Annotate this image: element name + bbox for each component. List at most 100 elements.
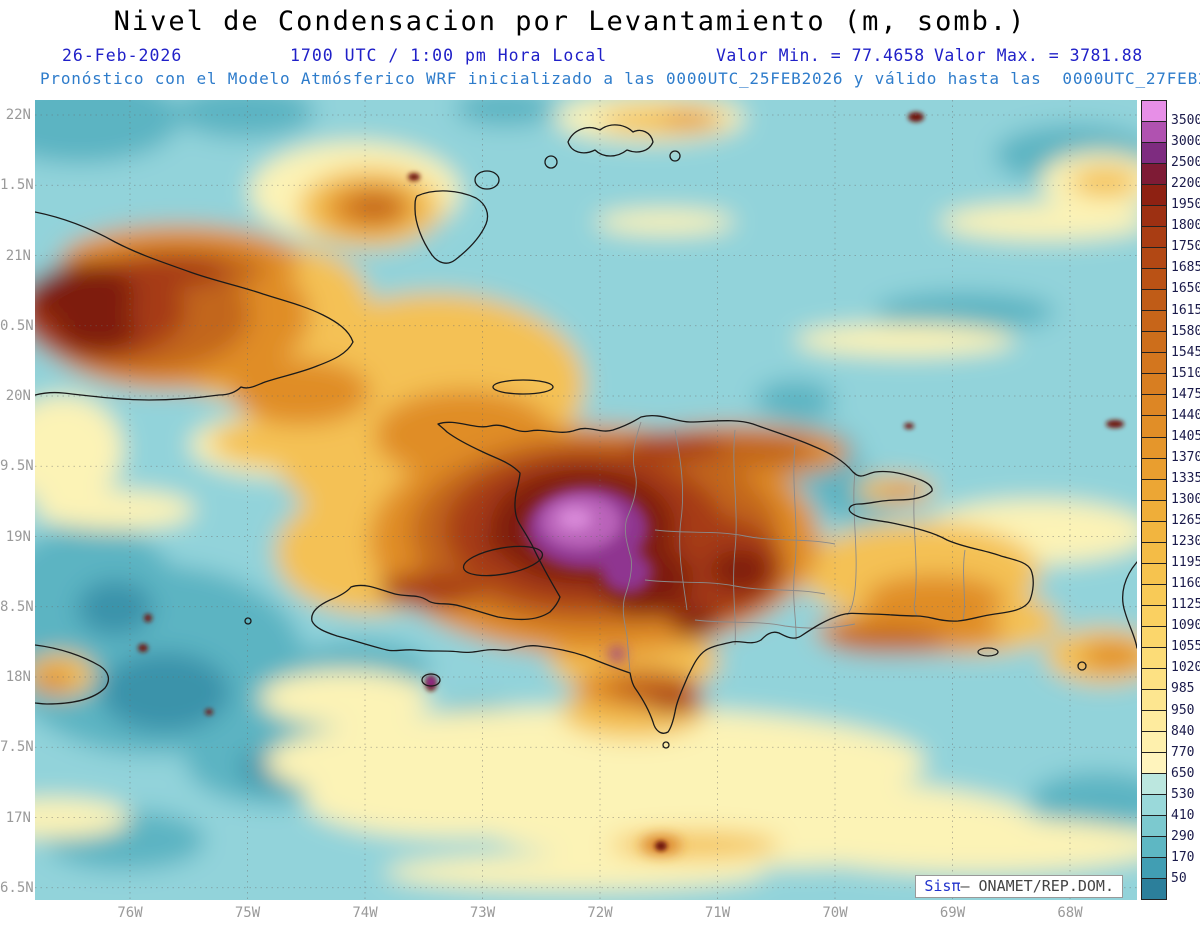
- value-min-label: Valor Min. = 77.4658: [716, 46, 925, 65]
- lat-tick-label: 22N: [5, 107, 31, 123]
- colorbar-value-label: 1230: [1171, 534, 1200, 550]
- colorbar-value-label: 1125: [1171, 597, 1200, 613]
- credit-onamet: – ONAMET/REP.DOM.: [960, 877, 1114, 895]
- credit-box: Sisπ– ONAMET/REP.DOM.: [915, 875, 1123, 898]
- colorbar-swatch: [1142, 583, 1166, 605]
- colorbar-swatch: [1142, 436, 1166, 458]
- coastline-jamaica: [35, 644, 110, 705]
- colorbar-value-label: 1950: [1171, 197, 1200, 213]
- lat-tick-label: 17N: [5, 809, 31, 826]
- lon-tick-label: 76W: [117, 905, 143, 921]
- coastline-cay: [544, 155, 558, 169]
- colorbar-value-label: 1510: [1171, 365, 1200, 381]
- colorbar-swatch: [1142, 604, 1166, 626]
- colorbar-value-label: 1475: [1171, 386, 1200, 402]
- colorbar-swatch: [1142, 836, 1166, 858]
- colorbar-value-label: 50: [1171, 870, 1187, 886]
- map-canvas: [35, 100, 1137, 900]
- colorbar-value-label: 1335: [1171, 470, 1200, 486]
- colorbar-swatch: [1142, 730, 1166, 752]
- colorbar-value-label: 1370: [1171, 449, 1200, 465]
- coastline-saona: [977, 647, 999, 657]
- coastline-little-inagua: [474, 170, 500, 190]
- colorbar-swatch: [1142, 520, 1166, 542]
- colorbar-swatch: [1142, 142, 1166, 164]
- colorbar-swatch: [1142, 625, 1166, 647]
- credit-sis: Sis: [924, 877, 952, 895]
- credit-pi-symbol: π: [951, 877, 961, 895]
- lat-tick-label: 1.5N: [0, 177, 34, 194]
- coastline-beata: [662, 741, 670, 749]
- colorbar-swatch: [1142, 247, 1166, 269]
- colorbar-swatch: [1142, 394, 1166, 416]
- colorbar-value-label: 1300: [1171, 492, 1200, 507]
- colorbar-swatch: [1142, 667, 1166, 689]
- colorbar-swatch: [1142, 121, 1166, 143]
- coastline-tortuga: [492, 379, 554, 395]
- colorbar-swatch: [1142, 205, 1166, 227]
- coastline-turks: [669, 150, 681, 162]
- colorbar-value-label: 1055: [1171, 639, 1200, 655]
- extreme-specks: [138, 112, 1124, 851]
- colorbar-value-label: 1090: [1171, 618, 1200, 634]
- colorbar-value-label: 1160: [1171, 576, 1200, 592]
- grid-layer: [35, 100, 1137, 900]
- coastline-gonave: [462, 545, 544, 577]
- coastline-mona: [1077, 661, 1087, 671]
- page-title: Nivel de Condensacion por Levantamiento …: [113, 6, 1027, 37]
- colorbar-value-label: 2500: [1171, 155, 1200, 171]
- colorbar-swatch: [1142, 268, 1166, 290]
- colorbar-value-label: 170: [1171, 849, 1195, 865]
- colorbar-value-label: 1405: [1171, 428, 1200, 444]
- colorbar-swatch: [1142, 163, 1166, 185]
- latitude-axis: 22N 1.5N 21N 0.5N 20N 9.5N 19N 8.5N 18N 7.5N 17N 6.…: [0, 0, 34, 927]
- forecast-date: 26-Feb-2026: [62, 46, 183, 65]
- lon-tick-label: 68W: [1057, 905, 1083, 921]
- colorbar-swatch: [1142, 794, 1166, 816]
- colorbar-value-label: 3000: [1171, 134, 1200, 150]
- colorbar-swatch: [1142, 688, 1166, 710]
- lat-tick-label: 18N: [5, 669, 31, 685]
- colorbar-value-label: 1265: [1171, 513, 1200, 529]
- colorbar-value-label: 985: [1171, 681, 1195, 697]
- lat-tick-label: 20N: [5, 388, 31, 404]
- coastline-puerto-rico: [1122, 561, 1137, 649]
- lat-tick-label: 8.5N: [0, 598, 34, 615]
- colorbar-value-label: 1195: [1171, 555, 1200, 571]
- colorbar-swatch: [1142, 878, 1166, 900]
- lon-tick-label: 69W: [939, 905, 966, 921]
- coastlines-layer: [35, 124, 1137, 749]
- coastline-cuba: [35, 211, 354, 401]
- colorbar-value-label: 1750: [1171, 239, 1200, 255]
- colorbar-legend: 3500 3000 2500 2200 1950 1800 1750 1685 1650 1615…: [1141, 100, 1200, 900]
- colorbar-value-label: 1650: [1171, 281, 1200, 297]
- colorbar-swatch: [1142, 457, 1166, 479]
- colorbar-value-label: 840: [1171, 723, 1195, 739]
- colorbar-swatch: [1142, 331, 1166, 353]
- map-area: Sisπ– ONAMET/REP.DOM.: [35, 100, 1137, 900]
- lon-tick-label: 71W: [704, 905, 731, 921]
- coastline-great-inagua: [414, 190, 489, 264]
- colorbar-swatch: [1142, 226, 1166, 248]
- colorbar-swatch: [1142, 751, 1166, 773]
- lat-tick-label: 19N: [5, 528, 31, 545]
- colorbar-swatch: [1142, 815, 1166, 837]
- colorbar-value-label: 3500: [1171, 113, 1200, 129]
- colorbar-swatch: [1142, 310, 1166, 332]
- admin-borders-layer: [622, 421, 966, 673]
- colorbar-swatch: [1142, 499, 1166, 521]
- lat-tick-label: 7.5N: [0, 739, 34, 756]
- colorbar-value-label: 1440: [1171, 407, 1200, 423]
- colorbar-value-label: 410: [1171, 807, 1195, 823]
- colorbar-value-label: 770: [1171, 744, 1195, 760]
- colorbar-value-label: 950: [1171, 702, 1195, 718]
- lat-tick-label: 9.5N: [0, 458, 34, 475]
- header-line: 26-Feb-2026 1700 UTC / 1:00 pm Hora Loca…: [0, 46, 1200, 66]
- coastline-navassa: [244, 617, 252, 625]
- lon-tick-label: 75W: [234, 905, 261, 921]
- colorbar-value-label: 650: [1171, 765, 1195, 781]
- colorbar-value-label: 1545: [1171, 344, 1200, 360]
- colorbar-swatch: [1142, 101, 1166, 122]
- lat-tick-label: 6.5N: [0, 879, 34, 896]
